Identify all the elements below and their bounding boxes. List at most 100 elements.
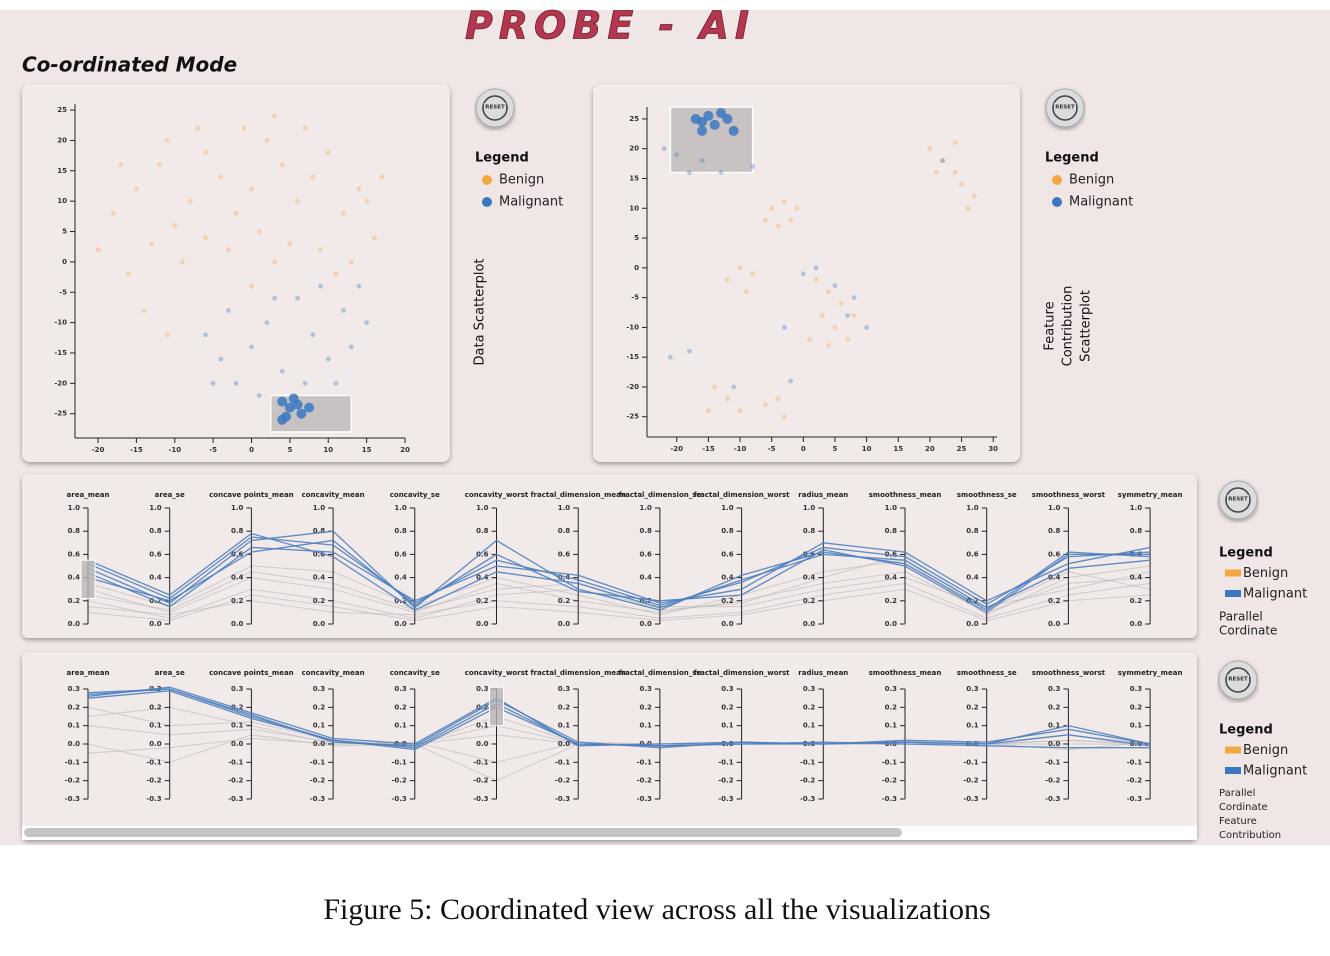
legend-title: Legend bbox=[1045, 151, 1099, 166]
selected-point bbox=[716, 107, 727, 118]
data-point bbox=[279, 368, 285, 374]
pc-tick-label: 0.8 bbox=[231, 527, 244, 535]
data-point bbox=[731, 384, 737, 390]
x-tick-label: -15 bbox=[702, 445, 715, 453]
data-point bbox=[940, 158, 945, 164]
reset-text: RESET bbox=[485, 105, 505, 111]
data-point bbox=[794, 205, 800, 211]
data-point bbox=[318, 247, 323, 253]
y-tick-label: 5 bbox=[634, 234, 639, 242]
pc-tick-label: 0.1 bbox=[313, 722, 326, 730]
selected-point bbox=[277, 414, 288, 425]
data-point bbox=[318, 283, 323, 289]
data-point bbox=[149, 241, 155, 247]
pc-tick-label: 1.0 bbox=[885, 504, 898, 512]
panel bbox=[593, 84, 1020, 462]
data-point bbox=[762, 217, 768, 223]
pc-tick-label: 1.0 bbox=[639, 504, 652, 512]
reset-button[interactable]: RESET bbox=[1045, 88, 1085, 128]
highlight-line bbox=[87, 542, 1151, 608]
data-point bbox=[788, 378, 794, 384]
data-point bbox=[325, 356, 331, 362]
selected-point bbox=[288, 393, 299, 404]
pc-tick-label: 0.2 bbox=[639, 703, 652, 711]
y-tick-label: 25 bbox=[629, 115, 639, 123]
reset-button[interactable]: RESET bbox=[475, 88, 515, 128]
pc-tick-label: 0.4 bbox=[803, 574, 816, 582]
data-point bbox=[813, 277, 819, 283]
pc-tick-label: 1.0 bbox=[476, 504, 489, 512]
scrollbar-thumb[interactable] bbox=[24, 828, 902, 837]
x-tick-label: 15 bbox=[893, 445, 903, 453]
data-point bbox=[769, 205, 775, 211]
y-tick-label: 25 bbox=[57, 106, 67, 114]
data-point bbox=[807, 336, 813, 342]
data-point bbox=[218, 356, 224, 362]
x-tick-label: 15 bbox=[362, 446, 372, 454]
y-tick-label: -20 bbox=[626, 383, 639, 391]
pc-tick-label: 0.2 bbox=[966, 597, 979, 605]
pc-tick-label: -0.3 bbox=[963, 795, 978, 803]
data-point bbox=[687, 170, 692, 175]
pc-tick-label: 0.6 bbox=[639, 550, 652, 558]
pc-tick-label: 0.0 bbox=[149, 740, 162, 748]
data-point bbox=[775, 396, 781, 402]
pc-tick-label: 0.4 bbox=[639, 574, 652, 582]
pc-tick-label: 0.2 bbox=[1130, 597, 1143, 605]
pc-tick-label: 0.2 bbox=[149, 703, 162, 711]
data-point bbox=[249, 283, 254, 289]
pc-axis-name: concavity_mean bbox=[302, 491, 365, 499]
pc-tick-label: 1.0 bbox=[558, 504, 571, 512]
pc-tick-label: -0.1 bbox=[800, 758, 815, 766]
pc-tick-label: 0.6 bbox=[149, 550, 162, 558]
x-tick-label: -5 bbox=[209, 446, 217, 454]
pc-tick-label: 0.3 bbox=[1130, 685, 1143, 693]
pc-tick-label: 0.1 bbox=[966, 722, 979, 730]
y-tick-label: -10 bbox=[626, 323, 639, 331]
pc-tick-label: -0.2 bbox=[473, 777, 488, 785]
view-label: Cordinate bbox=[1219, 802, 1268, 813]
pc-tick-label: 0.0 bbox=[68, 620, 81, 628]
pc-tick-label: 1.0 bbox=[1130, 504, 1143, 512]
data-point bbox=[325, 150, 331, 155]
pc-tick-label: -0.2 bbox=[65, 777, 80, 785]
data-point bbox=[826, 289, 832, 295]
pc-tick-label: 0.8 bbox=[558, 527, 571, 535]
data-point bbox=[364, 320, 370, 326]
pc-tick-label: 0.8 bbox=[721, 527, 734, 535]
pc-tick-label: 0.1 bbox=[803, 722, 816, 730]
x-tick-label: 0 bbox=[801, 445, 806, 453]
reset-button[interactable]: RESET bbox=[1218, 660, 1258, 700]
pc-tick-label: 0.3 bbox=[885, 685, 898, 693]
background-line bbox=[87, 582, 1151, 619]
pc-tick-label: 0.6 bbox=[721, 550, 734, 558]
pc-axis-name: smoothness_se bbox=[957, 669, 1017, 677]
pc-tick-label: 0.6 bbox=[558, 550, 571, 558]
y-tick-label: 20 bbox=[629, 145, 639, 153]
pc-tick-label: 0.0 bbox=[558, 620, 571, 628]
reset-tag bbox=[1227, 495, 1249, 503]
data-point bbox=[310, 174, 316, 180]
pc-tick-label: 0.0 bbox=[231, 740, 244, 748]
data-point bbox=[762, 402, 768, 408]
pc-tick-label: 0.4 bbox=[1130, 574, 1143, 582]
data-point bbox=[668, 354, 673, 360]
view-label: Feature bbox=[1043, 301, 1058, 350]
highlight-line bbox=[87, 539, 1151, 614]
pc-tick-label: 0.2 bbox=[885, 597, 898, 605]
data-point bbox=[687, 348, 692, 354]
pc-tick-label: 0.8 bbox=[313, 527, 326, 535]
y-tick-label: -5 bbox=[631, 294, 639, 302]
pc-tick-label: -0.3 bbox=[310, 795, 325, 803]
x-tick-label: 20 bbox=[925, 445, 935, 453]
reset-text: RESET bbox=[1055, 105, 1075, 111]
pc-tick-label: 0.6 bbox=[885, 550, 898, 558]
data-point bbox=[356, 186, 362, 192]
data-point bbox=[287, 241, 293, 247]
pc-tick-label: 0.4 bbox=[394, 574, 407, 582]
reset-button[interactable]: RESET bbox=[1218, 480, 1258, 520]
legend-label: Malignant bbox=[1243, 764, 1307, 779]
pc-axis-name: smoothness_worst bbox=[1032, 491, 1106, 499]
data-point bbox=[126, 271, 132, 277]
pc-tick-label: 0.2 bbox=[231, 597, 244, 605]
